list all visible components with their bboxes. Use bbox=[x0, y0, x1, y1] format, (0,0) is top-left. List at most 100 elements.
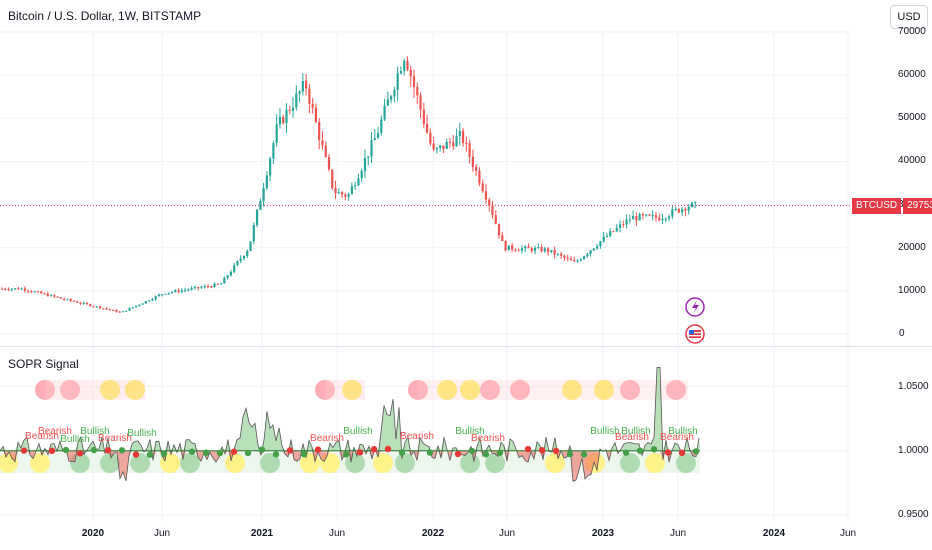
candle bbox=[406, 56, 409, 72]
candle bbox=[530, 246, 533, 254]
candle bbox=[573, 256, 576, 262]
candle bbox=[589, 249, 592, 257]
candle bbox=[386, 91, 389, 106]
candle bbox=[99, 305, 102, 310]
time-axis-label: Jun bbox=[839, 528, 857, 539]
time-axis-label: 2023 bbox=[591, 528, 615, 539]
candle bbox=[546, 246, 550, 256]
candle bbox=[33, 290, 36, 293]
price-tick-label: 0 bbox=[899, 328, 905, 339]
candle bbox=[651, 210, 654, 221]
signal-band-dot bbox=[620, 453, 640, 474]
candle bbox=[262, 182, 265, 207]
signal-band-dot bbox=[395, 453, 415, 474]
price-tick-label: 50000 bbox=[898, 112, 926, 124]
signal-dot bbox=[580, 451, 588, 458]
candle bbox=[59, 297, 62, 299]
candle bbox=[439, 144, 442, 152]
candle bbox=[118, 310, 121, 313]
last-price-symbol: BTCUSD bbox=[852, 197, 902, 214]
signal-dot bbox=[76, 450, 84, 457]
candle bbox=[278, 108, 282, 129]
signal-dot bbox=[454, 450, 462, 458]
signal-band-dot bbox=[408, 379, 428, 400]
candle bbox=[324, 141, 327, 158]
time-axis-label: 2021 bbox=[250, 528, 274, 539]
candle bbox=[632, 210, 635, 220]
bearish-label: Bearish bbox=[471, 433, 505, 444]
candle bbox=[92, 305, 95, 308]
bearish-label: Bearish bbox=[25, 431, 59, 442]
candle bbox=[504, 240, 507, 252]
candle bbox=[367, 156, 370, 166]
candle bbox=[275, 114, 278, 147]
currency-button[interactable]: USD bbox=[890, 5, 928, 29]
candle bbox=[602, 231, 605, 244]
signal-band-dot bbox=[562, 379, 582, 400]
signal-band bbox=[45, 379, 145, 400]
candle bbox=[501, 232, 504, 242]
candle bbox=[30, 290, 33, 294]
signal-band-dot bbox=[373, 453, 393, 474]
bearish-label: Bearish bbox=[660, 432, 694, 443]
candle bbox=[527, 243, 530, 249]
candle bbox=[354, 181, 357, 190]
candle bbox=[206, 283, 210, 289]
candle bbox=[252, 222, 255, 245]
event-icon-us-flag[interactable] bbox=[685, 324, 705, 344]
candle bbox=[20, 287, 23, 290]
candle bbox=[17, 286, 20, 290]
signal-band-dot bbox=[125, 379, 145, 400]
signal-bands bbox=[0, 379, 700, 474]
candle bbox=[641, 212, 645, 220]
candle bbox=[645, 214, 648, 217]
event-icon-lightning[interactable] bbox=[685, 297, 705, 317]
candle bbox=[429, 128, 432, 146]
pane-divider[interactable] bbox=[0, 346, 932, 347]
candle bbox=[403, 58, 406, 76]
signal-dot bbox=[132, 451, 140, 458]
signal-dot bbox=[482, 451, 490, 458]
signal-dot bbox=[230, 448, 238, 455]
candle bbox=[337, 188, 340, 194]
candle bbox=[426, 114, 429, 134]
price-tick-label: 20000 bbox=[898, 241, 926, 253]
signal-dot bbox=[370, 445, 378, 453]
candle bbox=[524, 245, 527, 253]
candle bbox=[219, 282, 223, 285]
signal-dots bbox=[20, 445, 700, 458]
candle bbox=[43, 292, 46, 295]
candle bbox=[134, 305, 138, 308]
candle bbox=[605, 232, 609, 238]
candle bbox=[550, 249, 553, 254]
candle bbox=[540, 244, 543, 253]
candle bbox=[157, 293, 161, 297]
candle bbox=[694, 201, 697, 209]
signal-dot bbox=[272, 451, 280, 458]
candle bbox=[494, 210, 497, 225]
candle bbox=[79, 301, 82, 305]
candle bbox=[687, 204, 690, 215]
bearish-label: Bearish bbox=[38, 426, 72, 437]
candle bbox=[148, 299, 151, 302]
candle bbox=[596, 243, 599, 250]
candle bbox=[180, 288, 183, 294]
candle bbox=[298, 89, 301, 103]
signal-dot bbox=[356, 449, 364, 456]
candle bbox=[635, 212, 638, 226]
signal-band-dot bbox=[437, 379, 457, 400]
candle bbox=[154, 295, 157, 301]
indicator-title[interactable]: SOPR Signal bbox=[8, 357, 79, 371]
signal-dot bbox=[692, 448, 700, 455]
candle bbox=[327, 153, 331, 172]
candle bbox=[63, 297, 66, 301]
candle bbox=[295, 85, 298, 111]
signal-band-dot bbox=[180, 453, 200, 474]
price-chart[interactable] bbox=[0, 0, 932, 346]
candle bbox=[664, 217, 667, 223]
candle bbox=[393, 86, 396, 103]
candle bbox=[233, 262, 236, 274]
signal-band-dot bbox=[460, 453, 480, 474]
candle bbox=[452, 134, 455, 151]
